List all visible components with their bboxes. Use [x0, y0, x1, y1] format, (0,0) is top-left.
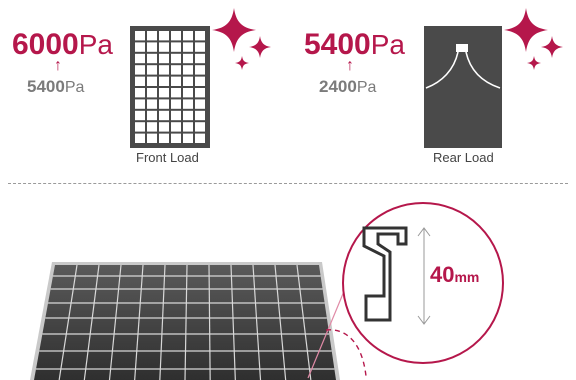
frame-height-value: 40mm — [430, 262, 480, 287]
rear-load-panel-icon — [424, 26, 502, 148]
front-load-up-arrow-icon: ↑ — [54, 57, 62, 74]
frame-detail-magnifier — [342, 202, 504, 364]
front-load-new-value: 6000Pa — [12, 28, 113, 61]
rear-load-label: Rear Load — [433, 150, 494, 165]
front-load-old-value: 5400Pa — [27, 77, 85, 96]
front-load-label: Front Load — [136, 150, 199, 165]
section-divider — [8, 183, 568, 184]
rear-load-up-arrow-icon: ↑ — [346, 57, 354, 74]
rear-load-new-value: 5400Pa — [304, 28, 405, 61]
solar-panel-image — [30, 262, 340, 380]
front-load-panel-icon — [130, 26, 210, 148]
front-load-sparkle-icon — [212, 8, 271, 70]
rear-load-sparkle-icon — [504, 8, 563, 70]
rear-load-old-value: 2400Pa — [319, 77, 377, 96]
